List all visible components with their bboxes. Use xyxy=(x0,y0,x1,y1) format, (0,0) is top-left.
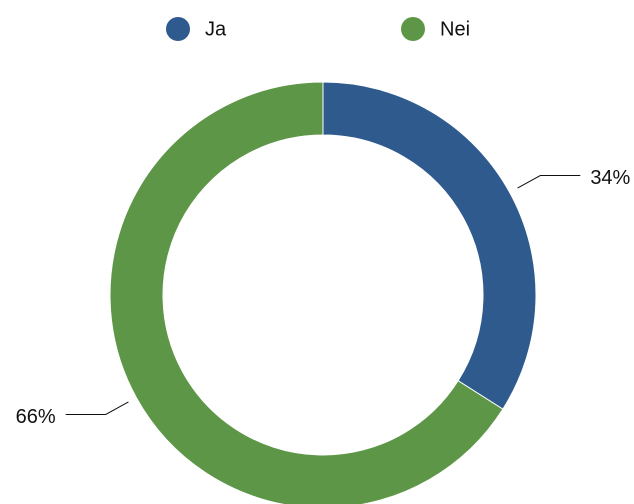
legend-swatch xyxy=(166,17,190,41)
leader-line xyxy=(517,175,581,189)
data-label: 66% xyxy=(16,406,56,428)
legend-label: Ja xyxy=(205,18,227,40)
legend-swatch xyxy=(401,17,425,41)
slice xyxy=(322,81,537,410)
data-label: 34% xyxy=(590,167,630,189)
leader-line xyxy=(65,401,129,415)
legend-label: Nei xyxy=(440,18,470,40)
slice xyxy=(109,81,504,504)
